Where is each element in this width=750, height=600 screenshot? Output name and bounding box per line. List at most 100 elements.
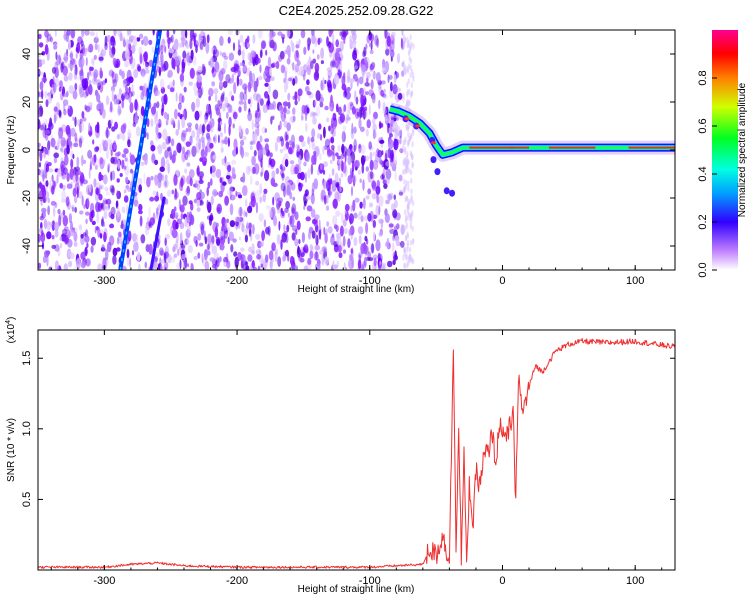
noise-blob bbox=[107, 138, 112, 146]
noise-blob bbox=[245, 127, 249, 135]
noise-blob bbox=[230, 244, 234, 253]
y-tick-label: 1.5 bbox=[21, 351, 33, 366]
noise-blob bbox=[323, 181, 326, 189]
noise-blob bbox=[332, 215, 338, 226]
noise-blob bbox=[200, 173, 204, 179]
noise-blob bbox=[136, 184, 139, 196]
noise-blob bbox=[218, 190, 224, 198]
noise-blob bbox=[379, 139, 385, 144]
noise-blob bbox=[303, 46, 307, 55]
noise-blob bbox=[59, 182, 63, 189]
noise-blob bbox=[209, 257, 215, 262]
noise-blob bbox=[136, 37, 141, 42]
noise-blob bbox=[269, 67, 272, 77]
noise-blob bbox=[364, 82, 370, 87]
noise-blob bbox=[124, 157, 128, 162]
noise-blob bbox=[213, 252, 219, 261]
noise-blob bbox=[230, 194, 236, 201]
noise-blob bbox=[54, 229, 59, 238]
noise-blob bbox=[358, 143, 362, 154]
noise-blob bbox=[366, 119, 371, 129]
noise-blob bbox=[409, 240, 412, 246]
noise-blob bbox=[405, 180, 408, 186]
snr-ticks: -300 -200 -100 0 100 0.5 1.0 1.5 bbox=[21, 330, 675, 587]
noise-blob bbox=[218, 256, 222, 263]
noise-blob bbox=[174, 108, 178, 120]
noise-blob bbox=[289, 160, 295, 165]
noise-blob bbox=[69, 229, 75, 237]
noise-blob bbox=[63, 52, 69, 64]
noise-blob bbox=[360, 94, 364, 106]
noise-blob bbox=[319, 152, 322, 161]
noise-blob bbox=[294, 265, 298, 270]
snr-frame bbox=[37, 329, 676, 571]
noise-blob bbox=[368, 257, 374, 262]
noise-blob bbox=[410, 90, 413, 97]
noise-blob bbox=[271, 31, 276, 37]
noise-blob bbox=[328, 125, 331, 132]
noise-blob bbox=[291, 207, 296, 218]
noise-blob bbox=[396, 223, 400, 230]
noise-blob bbox=[365, 128, 369, 137]
noise-blob bbox=[398, 191, 404, 196]
noise-blob bbox=[215, 49, 219, 58]
noise-blob bbox=[118, 88, 122, 95]
noise-blob bbox=[179, 204, 185, 213]
noise-blob bbox=[160, 192, 163, 201]
noise-blob bbox=[111, 185, 115, 196]
noise-blob bbox=[111, 89, 114, 102]
noise-blob bbox=[118, 108, 122, 115]
noise-blob bbox=[363, 46, 367, 57]
noise-blob bbox=[200, 30, 204, 37]
noise-blob bbox=[213, 88, 219, 95]
noise-blob bbox=[68, 85, 74, 95]
noise-blob bbox=[354, 108, 360, 119]
noise-blob bbox=[239, 144, 243, 156]
noise-blob bbox=[292, 257, 296, 267]
noise-blob bbox=[63, 75, 69, 82]
noise-blob bbox=[241, 223, 245, 233]
noise-blob bbox=[281, 157, 285, 169]
noise-blob bbox=[231, 73, 235, 84]
noise-blob bbox=[311, 230, 316, 239]
noise-blob bbox=[375, 239, 381, 252]
noise-blob bbox=[292, 196, 296, 201]
noise-blob bbox=[186, 52, 190, 63]
noise-blob bbox=[240, 139, 245, 146]
noise-blob bbox=[268, 157, 272, 166]
x-tick-label: 100 bbox=[626, 575, 644, 587]
noise-blob bbox=[154, 195, 160, 202]
noise-blob bbox=[354, 65, 359, 70]
noise-blob bbox=[294, 91, 298, 101]
noise-blob bbox=[166, 198, 169, 205]
noise-blob bbox=[168, 135, 171, 144]
noise-blob bbox=[196, 207, 201, 212]
noise-blob bbox=[161, 42, 164, 49]
noise-blob bbox=[126, 248, 130, 259]
noise-blob bbox=[47, 205, 50, 216]
noise-blob bbox=[391, 242, 395, 253]
noise-blob bbox=[238, 44, 242, 52]
noise-blob bbox=[338, 252, 343, 259]
noise-blob bbox=[302, 72, 306, 81]
noise-blob bbox=[177, 248, 180, 256]
noise-blob bbox=[126, 155, 129, 167]
noise-blob bbox=[203, 249, 208, 261]
noise-blob bbox=[345, 267, 347, 270]
noise-blob bbox=[234, 256, 239, 268]
noise-blob bbox=[369, 49, 374, 55]
noise-blob bbox=[98, 56, 104, 61]
noise-blob bbox=[100, 202, 104, 209]
noise-blob bbox=[217, 134, 220, 144]
noise-blob bbox=[189, 38, 193, 50]
noise-blob bbox=[209, 57, 215, 68]
noise-blob bbox=[173, 253, 178, 258]
noise-blob bbox=[186, 162, 191, 167]
noise-blob bbox=[73, 241, 78, 247]
noise-blob bbox=[318, 219, 321, 230]
noise-blob bbox=[156, 145, 162, 150]
noise-blob bbox=[186, 122, 193, 127]
noise-blob bbox=[236, 75, 240, 87]
y-tick-label: -40 bbox=[21, 238, 33, 254]
noise-blob bbox=[211, 170, 217, 178]
